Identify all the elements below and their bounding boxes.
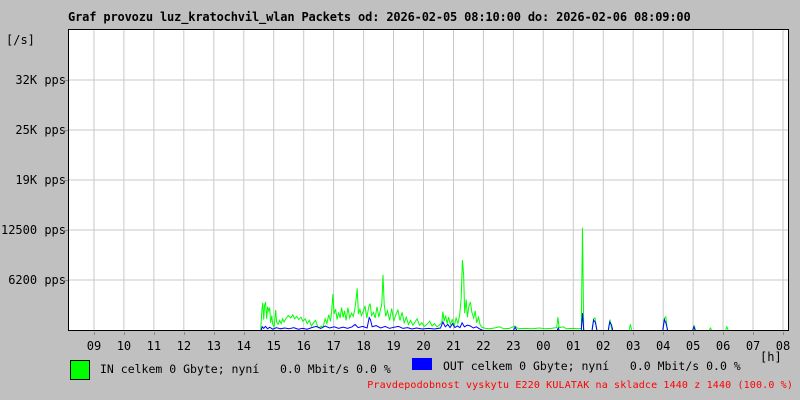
y-axis-label: 25K pps (15, 123, 66, 137)
series-out-line (580, 313, 585, 330)
y-axis-label: 32K pps (15, 73, 66, 87)
y-axis-label: 6200 pps (8, 273, 66, 287)
axis-tick (63, 230, 68, 231)
x-axis-label: 11 (146, 339, 162, 353)
axis-tick (183, 332, 185, 335)
axis-tick (63, 280, 68, 281)
x-axis-label: 18 (356, 339, 371, 353)
x-axis-label: 08 (775, 339, 791, 353)
series-out-line (662, 317, 669, 330)
x-axis-label: 04 (655, 339, 671, 353)
axis-tick (753, 332, 755, 335)
x-axis-label: 12 (176, 339, 192, 353)
x-axis-label: 03 (625, 339, 641, 353)
axis-tick (243, 332, 245, 335)
chart-canvas (69, 30, 788, 330)
series-in-line (628, 324, 633, 330)
x-axis-label: 21 (446, 339, 461, 353)
series-in-line (260, 227, 585, 330)
y-axis-unit-label: [/s] (6, 33, 35, 47)
axis-tick (783, 332, 784, 335)
axis-tick (63, 80, 68, 81)
axis-tick (213, 332, 215, 335)
axis-tick (603, 332, 605, 335)
axis-tick (123, 332, 125, 335)
axis-tick (153, 332, 155, 335)
x-axis-label: 17 (326, 339, 341, 353)
series-in-line (708, 327, 713, 330)
axis-tick (633, 332, 635, 335)
x-axis-label: 10 (116, 339, 132, 353)
y-axis-label: 12500 pps (0, 223, 66, 237)
series-out-line (556, 326, 560, 330)
axis-tick (423, 332, 425, 335)
axis-tick (63, 130, 68, 131)
axis-tick (513, 332, 515, 335)
axis-tick (363, 332, 365, 335)
axis-tick (663, 332, 665, 335)
x-axis-label: 20 (416, 339, 431, 353)
legend-in-label: IN celkem 0 Gbyte; nyní 0.0 Mbit/s 0.0 % (100, 362, 391, 376)
x-axis-label: 15 (266, 339, 281, 353)
x-axis-label: 02 (596, 339, 611, 353)
axis-tick (723, 332, 725, 335)
x-axis-label: 16 (296, 339, 311, 353)
axis-tick (693, 332, 695, 335)
x-axis-label: 23 (506, 339, 521, 353)
axis-tick (333, 332, 335, 335)
x-axis-label: 00 (536, 339, 551, 353)
x-axis-label: 22 (476, 339, 491, 353)
x-axis-unit-label: [h] (760, 350, 782, 364)
x-axis-label: 06 (715, 339, 731, 353)
axis-tick (303, 332, 305, 335)
y-axis-label: 19K pps (15, 173, 66, 187)
traffic-graph (68, 29, 789, 331)
series-out-line (591, 318, 598, 330)
series-out-line (692, 325, 696, 330)
legend-out-label: OUT celkem 0 Gbyte; nyní 0.0 Mbit/s 0.0 … (443, 359, 741, 373)
x-axis-label: 14 (236, 339, 251, 353)
series-in-line (725, 325, 729, 330)
series-out-line (260, 316, 483, 330)
axis-tick (393, 332, 395, 335)
x-axis-label: 09 (86, 339, 102, 353)
warning-text: Pravdepodobnost vyskytu E220 KULATAK na … (367, 380, 793, 391)
x-axis-label: 05 (685, 339, 701, 353)
page-title: Graf provozu luz_kratochvil_wlan Packets… (68, 10, 691, 24)
axis-tick (573, 332, 575, 335)
axis-tick (93, 332, 95, 335)
x-axis-label: 07 (745, 339, 761, 353)
legend-in-swatch (70, 360, 90, 380)
axis-tick (453, 332, 455, 335)
series-out-line (607, 320, 614, 330)
x-axis-label: 13 (206, 339, 222, 353)
x-axis-label: 19 (386, 339, 401, 353)
series-out-line (513, 326, 518, 330)
axis-tick (63, 180, 68, 181)
axis-tick (483, 332, 485, 335)
legend-out-swatch (412, 358, 432, 370)
axis-tick (273, 332, 275, 335)
x-axis-label: 01 (566, 339, 581, 353)
axis-tick (543, 332, 545, 335)
